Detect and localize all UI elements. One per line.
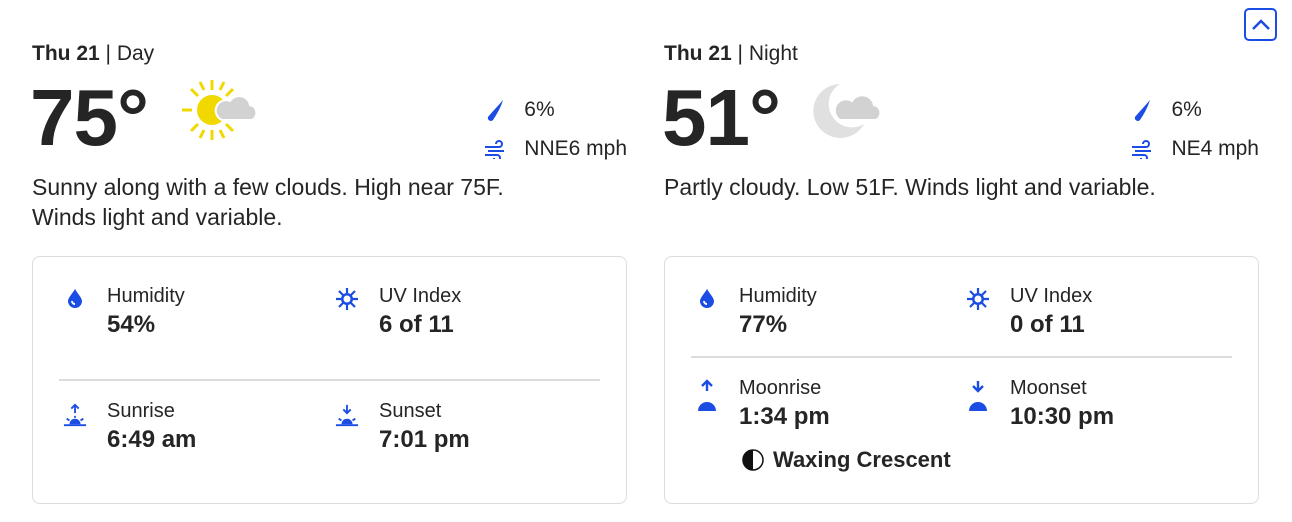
night-description: Partly cloudy. Low 51F. Winds light and … [664, 174, 1156, 200]
humidity-icon [700, 289, 714, 308]
sunset-value: 7:01 pm [379, 426, 470, 453]
moon-phase-icon [742, 449, 764, 471]
night-temperature: 51° [662, 73, 781, 162]
uv-label: UV Index [1010, 285, 1093, 307]
humidity-value: 54% [107, 311, 156, 338]
humidity-icon [68, 289, 82, 308]
day-date: Thu 21 [32, 42, 100, 65]
moonset-icon [969, 381, 987, 411]
night-title: Thu 21 | Night [664, 42, 798, 65]
collapse-button[interactable] [1244, 8, 1277, 41]
moonset-label: Moonset [1010, 377, 1087, 399]
night-date: Thu 21 [664, 42, 732, 65]
moonrise-value: 1:34 pm [739, 403, 830, 430]
chevron-up-icon [1251, 18, 1270, 30]
night-details-card: Humidity 77% UV Index 0 of 11 Moonrise 1… [664, 256, 1259, 504]
day-wind: NNE6 mph [484, 129, 627, 168]
humidity-label: Humidity [107, 285, 185, 307]
uv-icon [967, 288, 989, 310]
day-temperature: 75° [30, 73, 149, 162]
uv-label: UV Index [379, 285, 462, 307]
humidity-label: Humidity [739, 285, 817, 307]
uv-value: 6 of 11 [379, 311, 454, 338]
wind-icon [1132, 139, 1152, 159]
moonset-value: 10:30 pm [1010, 403, 1115, 430]
day-forecast: Thu 21 | Day 75° 6% NNE6 mph Sunny along… [30, 40, 627, 510]
day-title: Thu 21 | Day [32, 42, 155, 65]
day-details-card: Humidity 54% UV Index 6 of 11 Sunrise 6:… [32, 256, 627, 504]
night-period: Night [748, 42, 798, 65]
divider [59, 379, 600, 381]
sun-cloud-icon [182, 80, 258, 140]
moonrise-label: Moonrise [739, 377, 822, 399]
raindrop-icon [488, 99, 504, 121]
sunrise-icon [63, 403, 87, 427]
day-description: Sunny along with a few clouds. High near… [32, 174, 504, 230]
night-wind: NE4 mph [1131, 129, 1259, 168]
sunset-icon [335, 404, 359, 427]
moon-phase-label: Waxing Crescent [773, 447, 951, 472]
night-precip: 6% [1131, 90, 1259, 129]
moon-phase: Waxing Crescent [741, 447, 951, 473]
day-precip: 6% [484, 90, 627, 129]
wind-value: NE4 mph [1171, 136, 1259, 160]
uv-icon [336, 288, 358, 310]
sunrise-label: Sunrise [107, 400, 175, 422]
humidity-value: 77% [739, 311, 788, 338]
uv-value: 0 of 11 [1010, 311, 1085, 338]
night-forecast: Thu 21 | Night 51° 6% NE4 mph Partly clo… [662, 40, 1259, 510]
day-period: Day [116, 42, 155, 65]
moonrise-icon [698, 379, 716, 411]
raindrop-icon [1135, 99, 1151, 121]
wind-value: NNE6 mph [524, 136, 627, 160]
moon-cloud-icon [813, 84, 882, 138]
sunrise-value: 6:49 am [107, 426, 197, 453]
wind-icon [485, 139, 505, 159]
sunset-label: Sunset [379, 400, 442, 422]
precip-value: 6% [524, 97, 555, 121]
precip-value: 6% [1171, 97, 1202, 121]
divider [691, 356, 1232, 358]
